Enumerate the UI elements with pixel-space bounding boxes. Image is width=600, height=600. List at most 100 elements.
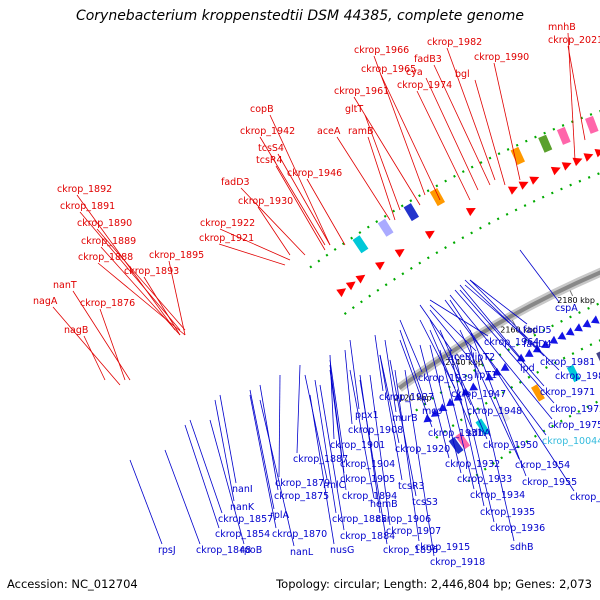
leader-line xyxy=(304,374,328,480)
leader-line xyxy=(275,165,326,251)
forward-annotation-block xyxy=(585,115,599,134)
gene-label-rplA: rplA xyxy=(270,510,290,521)
gene-label-sdhA: sdhA xyxy=(467,428,491,439)
dotted-ring-3 xyxy=(435,339,600,439)
leader-line xyxy=(419,319,456,389)
kbp-tick-label: 2180 kbp xyxy=(557,296,595,305)
forward-annotation-block xyxy=(556,126,571,145)
leader-line xyxy=(164,449,201,545)
gene-label-nanL: nanL xyxy=(290,547,314,558)
gene-label-ckrop_1966: ckrop_1966 xyxy=(354,45,409,56)
reverse-annotation-block xyxy=(531,384,545,402)
reverse-gene-arrow xyxy=(500,362,510,371)
reverse-gene-arrow xyxy=(549,335,559,344)
forward-gene-arrow xyxy=(336,288,347,298)
leader-line xyxy=(469,279,528,325)
leader-line xyxy=(419,344,450,459)
leader-line xyxy=(344,349,353,425)
leader-line xyxy=(459,284,525,363)
leader-line xyxy=(399,329,427,406)
leader-line xyxy=(519,249,560,303)
gene-label-ckrop_1892: ckrop_1892 xyxy=(57,184,112,195)
gene-label-ckrop_1893: ckrop_1893 xyxy=(124,266,179,277)
reverse-annotation-block xyxy=(596,351,600,362)
gene-label-ckrop_1990: ckrop_1990 xyxy=(474,52,529,63)
leader-line xyxy=(446,47,496,181)
gene-label-ckrop_1934: ckrop_1934 xyxy=(470,490,525,501)
leader-line xyxy=(329,359,345,459)
gene-label-nusG: nusG xyxy=(330,545,354,556)
leader-line xyxy=(259,136,326,246)
gene-label-copB: copB xyxy=(250,104,274,115)
gene-label-ckrop_10044: ckrop_10044 xyxy=(542,436,600,447)
gene-label-ckrop_1891: ckrop_1891 xyxy=(60,201,115,212)
gene-label-ckrop_1984: ckrop_1984 xyxy=(555,371,600,382)
leader-line xyxy=(277,153,331,246)
gene-label-ckrop_1976: ckrop_1976 xyxy=(570,492,600,503)
leader-line xyxy=(329,369,347,491)
leader-line xyxy=(353,96,421,206)
gene-label-ckrop_1927: ckrop_1927 xyxy=(379,392,434,403)
leader-line xyxy=(464,279,545,357)
forward-gene-arrow xyxy=(583,153,594,162)
gene-label-aceA: aceA xyxy=(317,126,341,137)
gene-label-gltT: gltT xyxy=(345,104,363,115)
leader-line xyxy=(454,289,555,404)
gene-label-rmlC: rmlC xyxy=(323,480,346,491)
leader-line xyxy=(454,354,495,523)
gene-label-ckrop_1870: ckrop_1870 xyxy=(272,529,327,540)
forward-annotation-block xyxy=(403,203,419,222)
gene-label-ckrop_1920: ckrop_1920 xyxy=(395,444,450,455)
backbone-ring xyxy=(398,270,600,390)
gene-label-ckrop_1948: ckrop_1948 xyxy=(467,406,522,417)
gene-label-fadD5: fadD5 xyxy=(523,325,552,336)
leader-line xyxy=(129,459,163,545)
leader-line xyxy=(369,374,391,526)
leader-line xyxy=(429,344,462,474)
gene-label-ckrop_2021: ckrop_2021 xyxy=(548,35,600,46)
leader-line xyxy=(184,424,220,529)
gene-label-ckrop_1921: ckrop_1921 xyxy=(199,233,254,244)
gene-label-ckrop_1889: ckrop_1889 xyxy=(81,236,136,247)
gene-label-aceB: aceB xyxy=(448,352,471,363)
gene-label-lipT2: lipT2 xyxy=(472,352,495,363)
dotted-ring-1 xyxy=(343,172,600,315)
gene-label-ckrop_1975: ckrop_1975 xyxy=(548,420,600,431)
gene-label-ckrop_1905: ckrop_1905 xyxy=(340,474,395,485)
gene-label-ckrop_1936: ckrop_1936 xyxy=(490,523,545,534)
leader-line xyxy=(336,136,391,221)
leader-line xyxy=(380,74,441,201)
gene-label-fadD4: fadD4 xyxy=(523,339,552,350)
leader-line xyxy=(439,329,488,440)
genome-summary: Topology: circular; Length: 2,446,804 bp… xyxy=(276,577,592,591)
leader-line xyxy=(425,77,479,191)
gene-label-ckrop_1907: ckrop_1907 xyxy=(386,526,441,537)
forward-gene-arrow xyxy=(518,181,529,190)
gene-label-ckrop_1908: ckrop_1908 xyxy=(348,425,403,436)
gene-label-ckrop_1955: ckrop_1955 xyxy=(522,477,577,488)
leader-line xyxy=(433,64,491,186)
gene-label-tcsR4: tcsR4 xyxy=(256,155,283,166)
gene-label-ckrop_1947: ckrop_1947 xyxy=(451,389,506,400)
leader-line xyxy=(278,374,281,478)
reverse-gene-arrow xyxy=(582,319,592,328)
gene-label-lipT1: lipT1 xyxy=(474,370,497,381)
leader-line xyxy=(219,228,291,261)
forward-annotation-block xyxy=(377,218,394,237)
gene-label-bgl: bgl xyxy=(455,69,470,80)
gene-label-ckrop_1875: ckrop_1875 xyxy=(274,491,329,502)
gene-label-mco: mco xyxy=(422,406,442,417)
reverse-gene-arrow xyxy=(557,331,567,340)
gene-label-ckrop_1950: ckrop_1950 xyxy=(483,440,538,451)
reverse-gene-arrow xyxy=(492,367,502,376)
gene-label-fadB3: fadB3 xyxy=(414,54,442,65)
leader-line xyxy=(469,329,527,477)
reverse-gene-arrow xyxy=(446,398,455,407)
forward-annotation-block xyxy=(429,188,445,207)
leader-line xyxy=(79,211,181,331)
leader-line xyxy=(373,55,426,196)
gene-label-ckrop_1981: ckrop_1981 xyxy=(540,357,595,368)
genome-backbone xyxy=(309,110,600,483)
leader-line xyxy=(429,329,472,428)
